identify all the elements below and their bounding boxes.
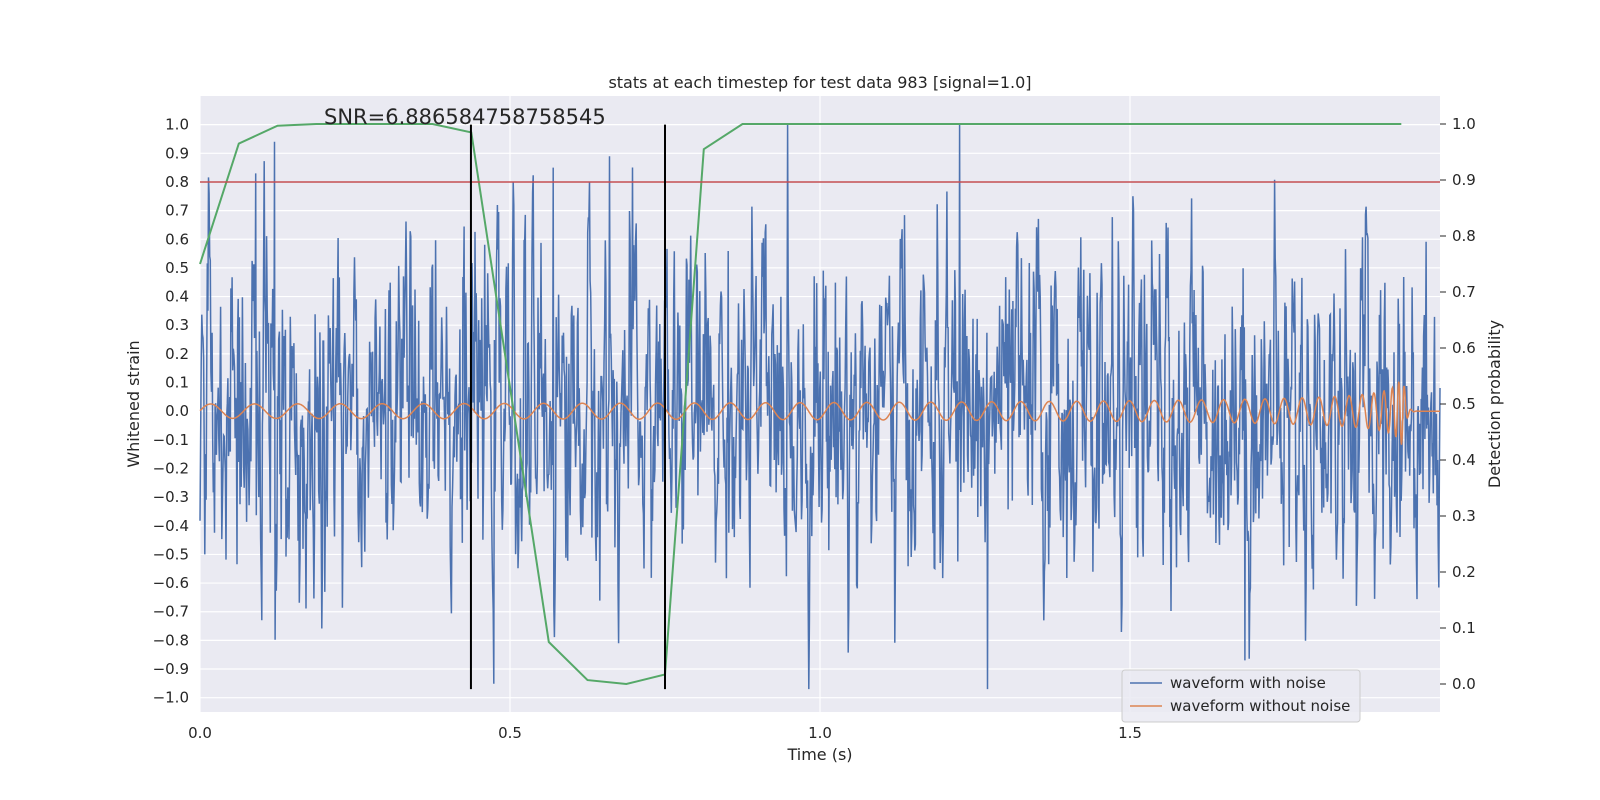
y-left-tick-label: 0.1: [165, 374, 189, 392]
y-left-tick-label: 0.0: [165, 402, 189, 420]
y-axis-label-right: Detection probability: [1485, 320, 1504, 488]
y-left-tick-label: −0.6: [153, 574, 189, 592]
x-tick-label: 1.5: [1118, 724, 1142, 742]
x-axis-label: Time (s): [786, 745, 852, 764]
y-left-tick-label: −0.7: [153, 603, 189, 621]
y-left-tick-label: −0.8: [153, 631, 189, 649]
legend-box: [1121, 669, 1361, 723]
y-left-tick-label: 0.8: [165, 173, 189, 191]
legend: waveform with noise waveform without noi…: [1121, 669, 1361, 723]
y-left-tick-label: 0.7: [165, 202, 189, 220]
y-left-tick-label: −0.3: [153, 488, 189, 506]
series-line-detection-probability: [199, 123, 1402, 686]
legend-label-clean: waveform without noise: [1170, 697, 1350, 715]
y-left-tick-label: 0.9: [165, 144, 189, 162]
y-left-tick-label: −0.2: [153, 459, 189, 477]
y-left-tick-label: −0.5: [153, 545, 189, 563]
chart-title: stats at each timestep for test data 983…: [608, 73, 1031, 92]
overlay-layer: [200, 124, 1440, 690]
y-right-tick-label: 0.2: [1452, 563, 1476, 581]
y-right-tick-label: 0.1: [1452, 619, 1476, 637]
y-left-tick-label: −0.1: [153, 431, 189, 449]
ticks-layer: 0.0 0.5 1.0 1.5 1.0 0.9 0.8 0.7 0.6 0.5 0.4 0.3 0.2 0…: [153, 115, 1476, 742]
series-line-waveform-without-noise: [199, 381, 1440, 445]
y-right-tick-label: 0.9: [1452, 171, 1476, 189]
y-left-tick-label: −1.0: [153, 689, 189, 707]
snr-annotation: SNR=6.886584758758545: [324, 105, 606, 129]
y-right-tick-label: 0.4: [1452, 451, 1476, 469]
y-right-tick-label: 0.8: [1452, 227, 1476, 245]
y-right-tick-label: 0.0: [1452, 675, 1476, 693]
x-tick-label: 0.5: [498, 724, 522, 742]
y-left-tick-label: −0.4: [153, 517, 189, 535]
y-right-tick-label: 0.6: [1452, 339, 1476, 357]
y-right-tick-label: 1.0: [1452, 115, 1476, 133]
x-tick-label: 1.0: [808, 724, 832, 742]
y-right-tick-label: 0.5: [1452, 395, 1476, 413]
legend-label-noise: waveform with noise: [1170, 674, 1326, 692]
y-left-tick-label: 0.2: [165, 345, 189, 363]
series-line-waveform-with-noise: [199, 124, 1441, 690]
y-left-tick-label: 0.6: [165, 230, 189, 248]
y-left-tick-label: 1.0: [165, 116, 189, 134]
y-left-tick-label: 0.3: [165, 316, 189, 334]
y-left-tick-label: 0.4: [165, 288, 189, 306]
y-left-tick-label: 0.5: [165, 259, 189, 277]
series-layer: [199, 123, 1441, 690]
y-right-tick-label: 0.3: [1452, 507, 1476, 525]
y-right-tick-label: 0.7: [1452, 283, 1476, 301]
y-axis-label-left: Whitened strain: [124, 340, 143, 467]
x-tick-label: 0.0: [188, 724, 212, 742]
y-left-tick-label: −0.9: [153, 660, 189, 678]
